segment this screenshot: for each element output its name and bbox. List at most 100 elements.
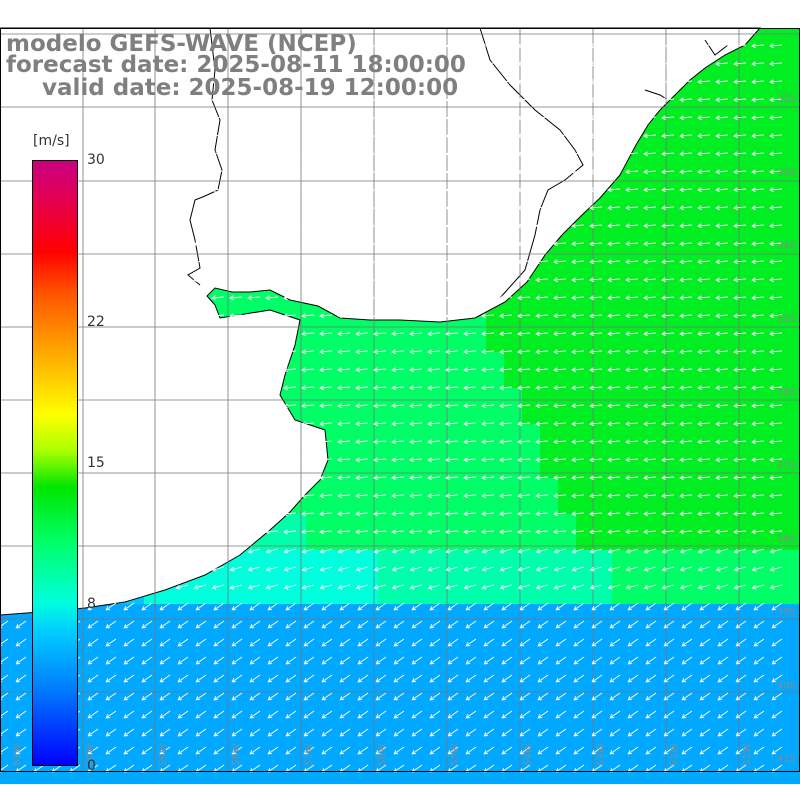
wind-speed-cell bbox=[342, 424, 360, 442]
wind-speed-cell bbox=[756, 424, 774, 442]
wind-arrow bbox=[159, 620, 171, 629]
wind-arrow bbox=[337, 259, 351, 265]
wind-speed-cell bbox=[684, 190, 702, 208]
wind-arrow bbox=[391, 187, 405, 193]
wind-arrow bbox=[249, 656, 261, 665]
wind-arrow bbox=[625, 295, 639, 301]
wind-arrow bbox=[157, 169, 171, 175]
wind-arrow bbox=[535, 223, 549, 229]
wind-speed-cell bbox=[576, 424, 594, 442]
wind-arrow bbox=[0, 458, 9, 461]
wind-arrow bbox=[141, 692, 153, 701]
wind-speed-cell bbox=[432, 550, 450, 568]
wind-arrow bbox=[607, 61, 621, 67]
wind-speed-cell bbox=[162, 730, 180, 748]
wind-arrow bbox=[139, 548, 153, 554]
wind-speed-cell bbox=[774, 604, 792, 622]
wind-arrow bbox=[195, 728, 207, 737]
wind-arrow bbox=[337, 529, 351, 535]
wind-arrow bbox=[697, 187, 711, 193]
wind-arrow bbox=[195, 674, 207, 683]
wind-arrow bbox=[121, 43, 135, 49]
wind-speed-cell bbox=[396, 766, 414, 784]
wind-speed-cell bbox=[576, 766, 594, 784]
wind-speed-cell bbox=[630, 514, 648, 532]
wind-arrow bbox=[249, 746, 261, 755]
wind-arrow bbox=[679, 43, 693, 49]
wind-arrow bbox=[535, 548, 549, 554]
wind-arrow bbox=[337, 349, 351, 355]
wind-arrow bbox=[121, 584, 135, 590]
wind-arrow bbox=[589, 79, 603, 85]
wind-speed-cell bbox=[342, 604, 360, 622]
wind-arrow bbox=[645, 710, 657, 719]
wind-speed-cell bbox=[612, 262, 630, 280]
wind-arrow bbox=[373, 566, 387, 572]
wind-arrow bbox=[429, 656, 441, 665]
wind-arrow bbox=[247, 511, 261, 517]
wind-arrow bbox=[139, 187, 153, 193]
wind-arrow bbox=[355, 241, 369, 247]
wind-arrow bbox=[625, 259, 639, 265]
wind-speed-cell bbox=[432, 460, 450, 478]
wind-arrow bbox=[445, 133, 459, 139]
wind-arrow bbox=[607, 205, 621, 211]
wind-arrow bbox=[733, 331, 747, 337]
wind-arrow bbox=[285, 710, 297, 719]
wind-arrow bbox=[301, 79, 315, 85]
wind-arrow bbox=[427, 79, 441, 85]
wind-speed-cell bbox=[684, 298, 702, 316]
wind-arrow bbox=[771, 602, 783, 611]
wind-speed-cell bbox=[756, 316, 774, 334]
wind-arrow bbox=[373, 367, 387, 373]
wind-speed-cell bbox=[792, 100, 800, 118]
wind-speed-cell bbox=[612, 532, 630, 550]
wind-speed-cell bbox=[432, 388, 450, 406]
wind-speed-cell bbox=[684, 604, 702, 622]
wind-arrow bbox=[769, 385, 783, 391]
wind-speed-cell bbox=[288, 352, 306, 370]
wind-arrow bbox=[211, 367, 225, 373]
wind-arrow bbox=[211, 43, 225, 49]
wind-arrow bbox=[357, 638, 369, 647]
wind-arrow bbox=[211, 97, 225, 103]
wind-arrow bbox=[249, 602, 261, 611]
wind-arrow bbox=[589, 43, 603, 49]
wind-arrow bbox=[445, 313, 459, 319]
wind-speed-cell bbox=[216, 748, 234, 766]
wind-speed-cell bbox=[738, 694, 756, 712]
wind-arrow bbox=[213, 620, 225, 629]
wind-arrow bbox=[265, 259, 279, 265]
wind-speed-cell bbox=[468, 658, 486, 676]
wind-arrow bbox=[301, 61, 315, 67]
wind-speed-cell bbox=[216, 568, 234, 586]
wind-arrow bbox=[609, 656, 621, 665]
wind-arrow bbox=[571, 349, 585, 355]
wind-speed-cell bbox=[270, 730, 288, 748]
wind-speed-cell bbox=[162, 622, 180, 640]
wind-arrow bbox=[337, 385, 351, 391]
wind-arrow bbox=[283, 169, 297, 175]
wind-arrow bbox=[645, 638, 657, 647]
model-title: modelo GEFS-WAVE (NCEP) bbox=[6, 31, 357, 57]
wind-speed-cell bbox=[504, 748, 522, 766]
wind-arrow bbox=[751, 295, 765, 301]
wind-speed-cell bbox=[720, 640, 738, 658]
wind-arrow bbox=[625, 529, 639, 535]
wind-arrow bbox=[85, 241, 99, 247]
wind-arrow bbox=[157, 277, 171, 283]
wind-arrow bbox=[589, 241, 603, 247]
wind-speed-cell bbox=[324, 478, 342, 496]
wind-arrow bbox=[193, 529, 207, 535]
wind-arrow bbox=[175, 367, 189, 373]
wind-arrow bbox=[193, 133, 207, 139]
wind-speed-cell bbox=[450, 730, 468, 748]
wind-speed-cell bbox=[756, 766, 774, 784]
wind-arrow bbox=[445, 43, 459, 49]
wind-speed-cell bbox=[252, 712, 270, 730]
wind-arrow bbox=[519, 602, 531, 611]
wind-speed-cell bbox=[684, 388, 702, 406]
wind-speed-cell bbox=[738, 64, 756, 82]
wind-arrow bbox=[139, 151, 153, 157]
wind-speed-cell bbox=[648, 208, 666, 226]
